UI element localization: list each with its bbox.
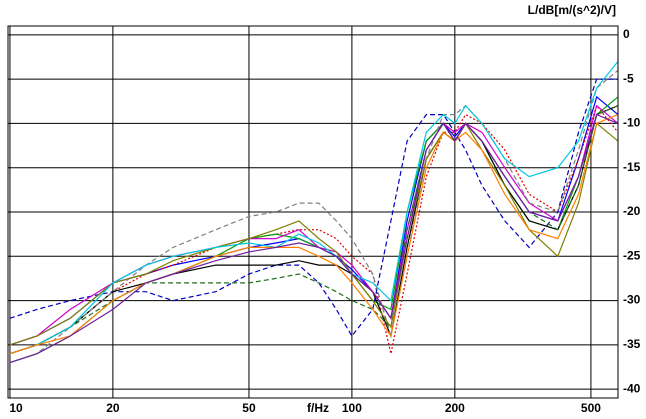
x-tick-label: 200 [445, 401, 465, 415]
series-line [9, 78, 618, 338]
y-tick-label: -15 [623, 160, 641, 174]
y-tick-label: -20 [623, 204, 641, 218]
series-line [9, 95, 619, 346]
y-tick-label: -35 [623, 337, 641, 351]
x-tick-label: 500 [581, 401, 601, 415]
y-tick-label: -40 [623, 381, 641, 395]
series-line [9, 122, 619, 346]
y-axis-label: L/dB[m/(s^2)/V] [528, 3, 616, 17]
x-tick-label: 10 [9, 401, 23, 415]
y-tick-label: -10 [623, 116, 641, 130]
x-axis-label: f/Hz [307, 401, 329, 415]
x-tick-label: 20 [106, 401, 120, 415]
plot-frame [7, 25, 619, 399]
series-line [9, 69, 619, 364]
y-tick-label: 0 [623, 27, 630, 41]
x-tick-label: 100 [342, 401, 362, 415]
x-tick-label: 50 [242, 401, 256, 415]
y-tick-label: -5 [623, 71, 634, 85]
y-tick-label: -30 [623, 293, 641, 307]
y-tick-label: -25 [623, 248, 641, 262]
series-line [9, 113, 619, 364]
series-line [9, 61, 619, 355]
